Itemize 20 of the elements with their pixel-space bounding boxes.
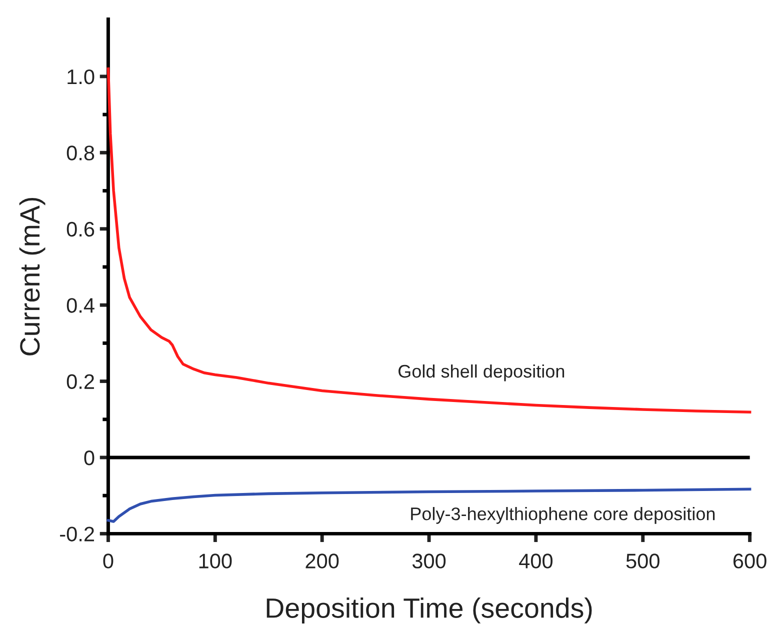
line-series <box>106 488 752 523</box>
x-tick-label: 0 <box>103 554 114 568</box>
y-axis-title: Current (mA) <box>19 198 46 356</box>
y-tick-label: 0.4 <box>66 298 94 313</box>
series-label: Poly-3-hexylthiophene core deposition <box>411 507 715 524</box>
x-tick-label: 100 <box>199 554 232 568</box>
x-tick-label: 200 <box>306 554 339 568</box>
y-tick-label: 1.0 <box>68 69 94 84</box>
x-tick-label: 400 <box>519 554 553 568</box>
x-tick-label: 300 <box>412 554 446 568</box>
y-tick-label: 0.6 <box>66 222 94 237</box>
y-tick-label: 0 <box>84 450 94 466</box>
series-label: Gold shell deposition <box>398 364 564 382</box>
y-tick-label: 0.2 <box>66 374 94 390</box>
y-tick-label: -0.2 <box>60 526 94 542</box>
y-tick-label: 0.8 <box>66 146 94 160</box>
x-tick-label: 500 <box>626 554 660 568</box>
x-axis-title: Deposition Time (seconds) <box>266 598 592 624</box>
x-tick-label: 600 <box>733 554 766 568</box>
line-series <box>106 67 752 414</box>
